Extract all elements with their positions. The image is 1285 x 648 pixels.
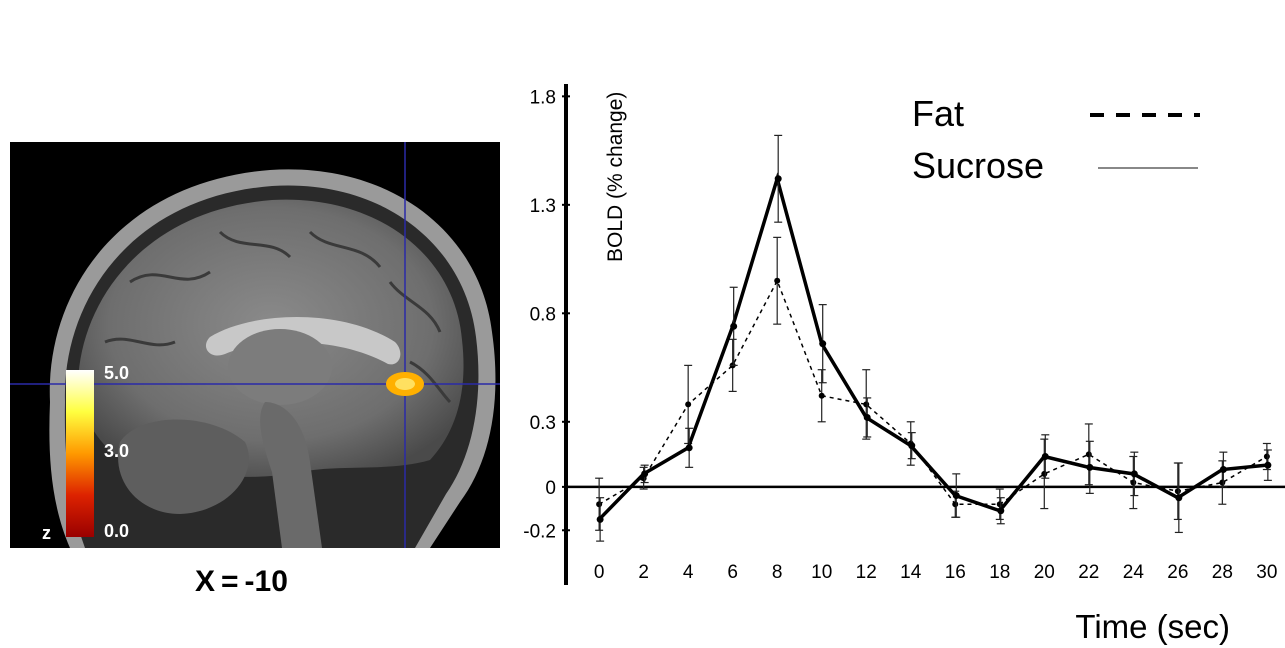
- x-tick-label: 16: [945, 562, 966, 583]
- x-tick-label: 18: [989, 562, 1010, 583]
- x-tick-label: 28: [1212, 562, 1233, 583]
- data-point: [908, 442, 916, 450]
- data-point: [685, 444, 693, 452]
- x-tick-label: 10: [811, 562, 832, 583]
- data-point: [863, 413, 871, 421]
- data-point: [952, 492, 960, 500]
- y-tick-label: 0.8: [530, 304, 556, 325]
- data-point: [685, 401, 692, 408]
- data-point: [1175, 494, 1183, 502]
- series-sucrose: [596, 134, 1272, 542]
- y-tick-label: 0.3: [530, 413, 556, 434]
- data-point: [1041, 470, 1048, 477]
- colorbar-axis-letter: z: [42, 523, 51, 543]
- data-point: [1174, 488, 1181, 495]
- data-point: [1264, 461, 1272, 469]
- data-point: [1219, 466, 1227, 474]
- y-tick-label: -0.2: [523, 521, 556, 542]
- brainstem: [260, 402, 322, 548]
- x-tick-label: 24: [1123, 562, 1145, 583]
- x-tick-label: 4: [683, 562, 694, 583]
- x-tick-label: 14: [900, 562, 922, 583]
- activation-peak: [395, 378, 415, 390]
- y-tick-label: 0: [545, 478, 556, 499]
- colorbar-min-label: 0.0: [104, 521, 129, 541]
- data-point: [1130, 470, 1138, 478]
- data-point: [641, 470, 649, 478]
- data-point: [1219, 479, 1226, 486]
- y-tick-label: 1.8: [530, 87, 556, 108]
- colorbar-mid-label: 3.0: [104, 441, 129, 461]
- data-point: [730, 322, 738, 330]
- y-tick-labels: 1.8 1.3 0.8 0.3 0 -0.2: [523, 87, 570, 542]
- x-tick-label: 12: [856, 562, 877, 583]
- x-tick-labels: 0 2 4 6 8 10 12 14 16 18 20 22 24 26 28 30: [594, 562, 1278, 583]
- x-tick-label: 22: [1078, 562, 1099, 583]
- legend-label-sucrose: Sucrose: [912, 145, 1044, 186]
- data-point: [1085, 451, 1092, 458]
- legend: Fat Sucrose: [912, 93, 1200, 186]
- data-point: [952, 501, 959, 508]
- x-tick-label: 20: [1034, 562, 1055, 583]
- data-point: [818, 392, 825, 399]
- data-point: [863, 401, 870, 408]
- x-axis-label: Time (sec): [1075, 608, 1230, 645]
- thalamus: [228, 329, 332, 405]
- sagittal-brain-image: 5.0 3.0 0.0 z: [10, 142, 500, 548]
- data-point: [774, 277, 781, 284]
- x-tick-label: 2: [638, 562, 649, 583]
- data-point: [596, 501, 603, 508]
- x-tick-label: 8: [772, 562, 783, 583]
- data-point: [819, 340, 827, 348]
- x-tick-label: 26: [1167, 562, 1188, 583]
- data-point: [774, 175, 782, 183]
- x-tick-label: 0: [594, 562, 605, 583]
- data-point: [997, 507, 1005, 515]
- bold-timecourse-chart: 1.81.30.80.30-0.2 0 2 4 6 8 10 12 14 16 18 20 22 24 2…: [523, 84, 1285, 645]
- x-tick-label: 30: [1256, 562, 1277, 583]
- data-point: [596, 515, 604, 523]
- cerebellum: [118, 419, 249, 514]
- brain-mri-panel: 5.0 3.0 0.0 z: [10, 142, 500, 548]
- colorbar: [66, 370, 94, 537]
- colorbar-max-label: 5.0: [104, 363, 129, 383]
- data-point: [1130, 479, 1137, 486]
- data-point: [1041, 453, 1049, 460]
- slice-coordinate-label: X = -10: [195, 565, 288, 598]
- data-point: [1263, 453, 1270, 460]
- legend-label-fat: Fat: [912, 93, 964, 134]
- data-point: [1086, 463, 1094, 471]
- y-tick-label: 1.3: [530, 196, 556, 217]
- x-tick-label: 6: [727, 562, 738, 583]
- y-axis-label: BOLD (% change): [604, 92, 627, 262]
- series-line-sucrose: [597, 172, 1268, 521]
- series-layer: [595, 134, 1272, 542]
- chart-axes: [564, 84, 1285, 585]
- sulci: [104, 230, 452, 404]
